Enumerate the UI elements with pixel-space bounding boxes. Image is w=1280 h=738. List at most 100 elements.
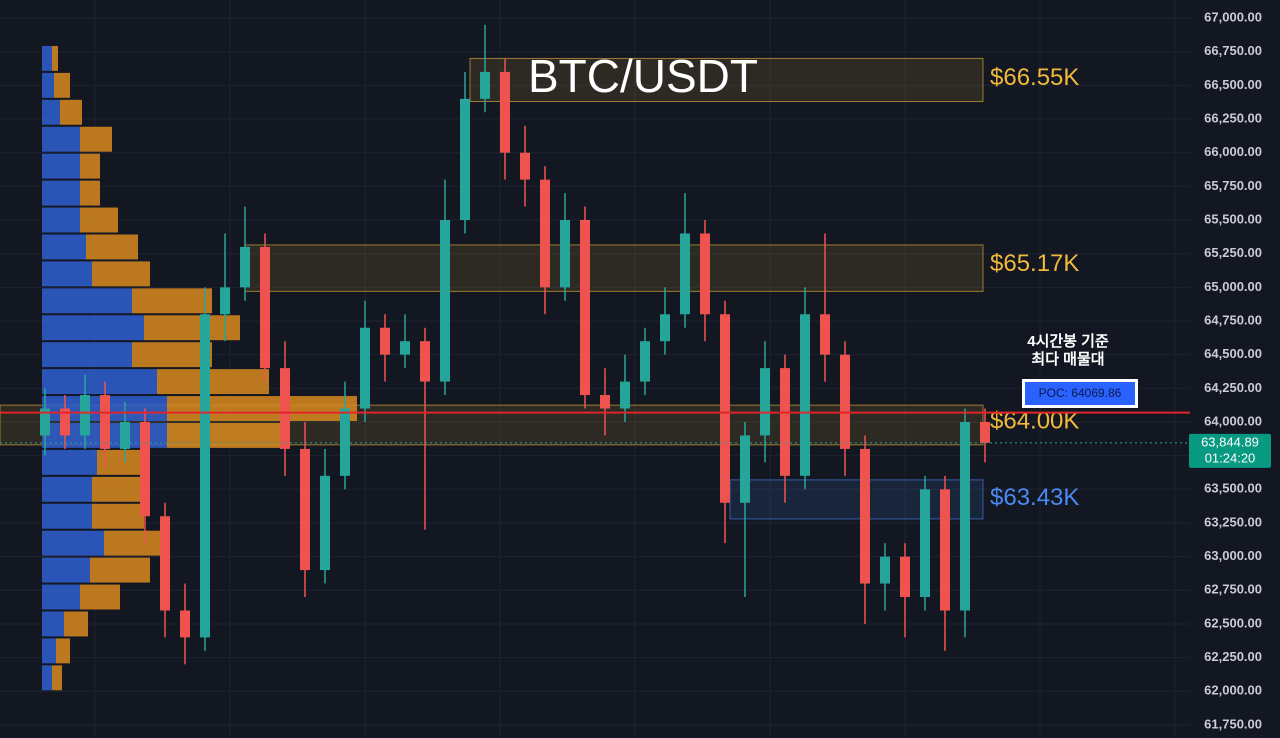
profile-buy [42,234,86,260]
profile-sell [80,153,100,179]
poc-label: POC: 64069.86 [1039,386,1122,400]
candle-body [680,233,690,315]
overlay: 61,750.00 62,000.00 62,250.00 62,500.00 62,7… [0,9,1271,731]
candle-body [960,421,970,611]
y-tick-label: 65,500.00 [1204,211,1262,226]
profile-sell [56,638,70,664]
candle-body [660,314,670,342]
candle-body [80,395,90,436]
candle-body [540,179,550,288]
zone-label: $63.43K [990,484,1079,511]
y-tick-label: 62,000.00 [1204,683,1262,698]
candle-body [700,233,710,315]
candle-body [40,408,50,436]
profile-sell [80,126,112,152]
y-tick-label: 64,500.00 [1204,346,1262,361]
y-tick-label: 64,000.00 [1204,413,1262,428]
profile-sell [90,557,150,583]
profile-buy [42,45,52,71]
profile-buy [42,126,80,152]
profile-buy [42,315,144,341]
y-tick-label: 65,000.00 [1204,279,1262,294]
candle-body [760,368,770,436]
profile-sell [80,180,100,206]
candle-body [240,246,250,288]
candle-body [840,354,850,449]
profile-sell [97,449,144,475]
profile-buy [42,342,132,368]
y-tick-label: 66,000.00 [1204,144,1262,159]
y-tick-label: 64,250.00 [1204,380,1262,395]
candle-body [260,246,270,369]
candle-body [160,516,170,611]
zone-label: $65.17K [990,250,1079,277]
candle-body [740,435,750,503]
profile-buy [42,207,80,233]
candle-body [980,421,990,443]
candle-body [120,421,130,449]
profile-sell [52,45,58,71]
profile-buy [42,99,60,125]
profile-sell [86,234,138,260]
candle-body [300,448,310,571]
candle-body [720,314,730,503]
candle-body [860,448,870,584]
y-tick-label: 62,500.00 [1204,615,1262,630]
profile-sell [167,396,357,421]
profile-sell [92,261,150,287]
candle-body [560,220,570,288]
candle-body [500,71,510,153]
zone-label: $66.55K [990,64,1079,91]
last-price-box [1189,433,1271,468]
y-tick-label: 66,750.00 [1204,43,1262,58]
candle-body [780,368,790,476]
profile-sell [144,315,240,341]
y-tick-label: 65,750.00 [1204,178,1262,193]
profile-sell [80,584,120,610]
annotation: 4시간봉 기준 [1027,333,1109,350]
candle-body [520,152,530,180]
y-tick-label: 63,000.00 [1204,548,1262,563]
profile-buy [42,503,92,529]
candle-body [900,556,910,598]
profile-sell [167,422,282,448]
candle-body [280,368,290,449]
grid [0,0,1190,738]
profile-buy [42,449,97,475]
profile-buy [42,530,104,556]
candle-body [60,408,70,436]
countdown: 01:24:20 [1205,450,1256,465]
y-tick-label: 62,250.00 [1204,649,1262,664]
profile-buy [42,476,92,502]
chart-title: BTC/USDT [528,50,758,102]
candle-body [640,341,650,382]
candle-body [200,314,210,638]
last-price-label: 63,844.89 [1201,434,1259,449]
profile-sell [104,530,168,556]
y-tick-label: 62,750.00 [1204,582,1262,597]
candle-body [940,489,950,611]
profile-sell [132,288,212,314]
candle-body [580,220,590,396]
profile-buy [42,557,90,583]
profile-sell [60,99,82,125]
candle-body [380,327,390,355]
profile-buy [42,611,64,637]
y-tick-label: 61,750.00 [1204,716,1262,731]
profile-sell [54,72,70,98]
candle-body [440,220,450,382]
candle-body [140,421,150,517]
candle-body [920,489,930,598]
y-tick-label: 66,500.00 [1204,77,1262,92]
profile-sell [132,342,212,368]
profile-sell [52,665,62,691]
annotation: 최다 매물대 [1031,350,1104,368]
profile-buy [42,180,80,206]
profile-sell [80,207,118,233]
candle-body [400,341,410,355]
candle-body [420,341,430,382]
candle-body [180,610,190,638]
candle-body [480,71,490,99]
